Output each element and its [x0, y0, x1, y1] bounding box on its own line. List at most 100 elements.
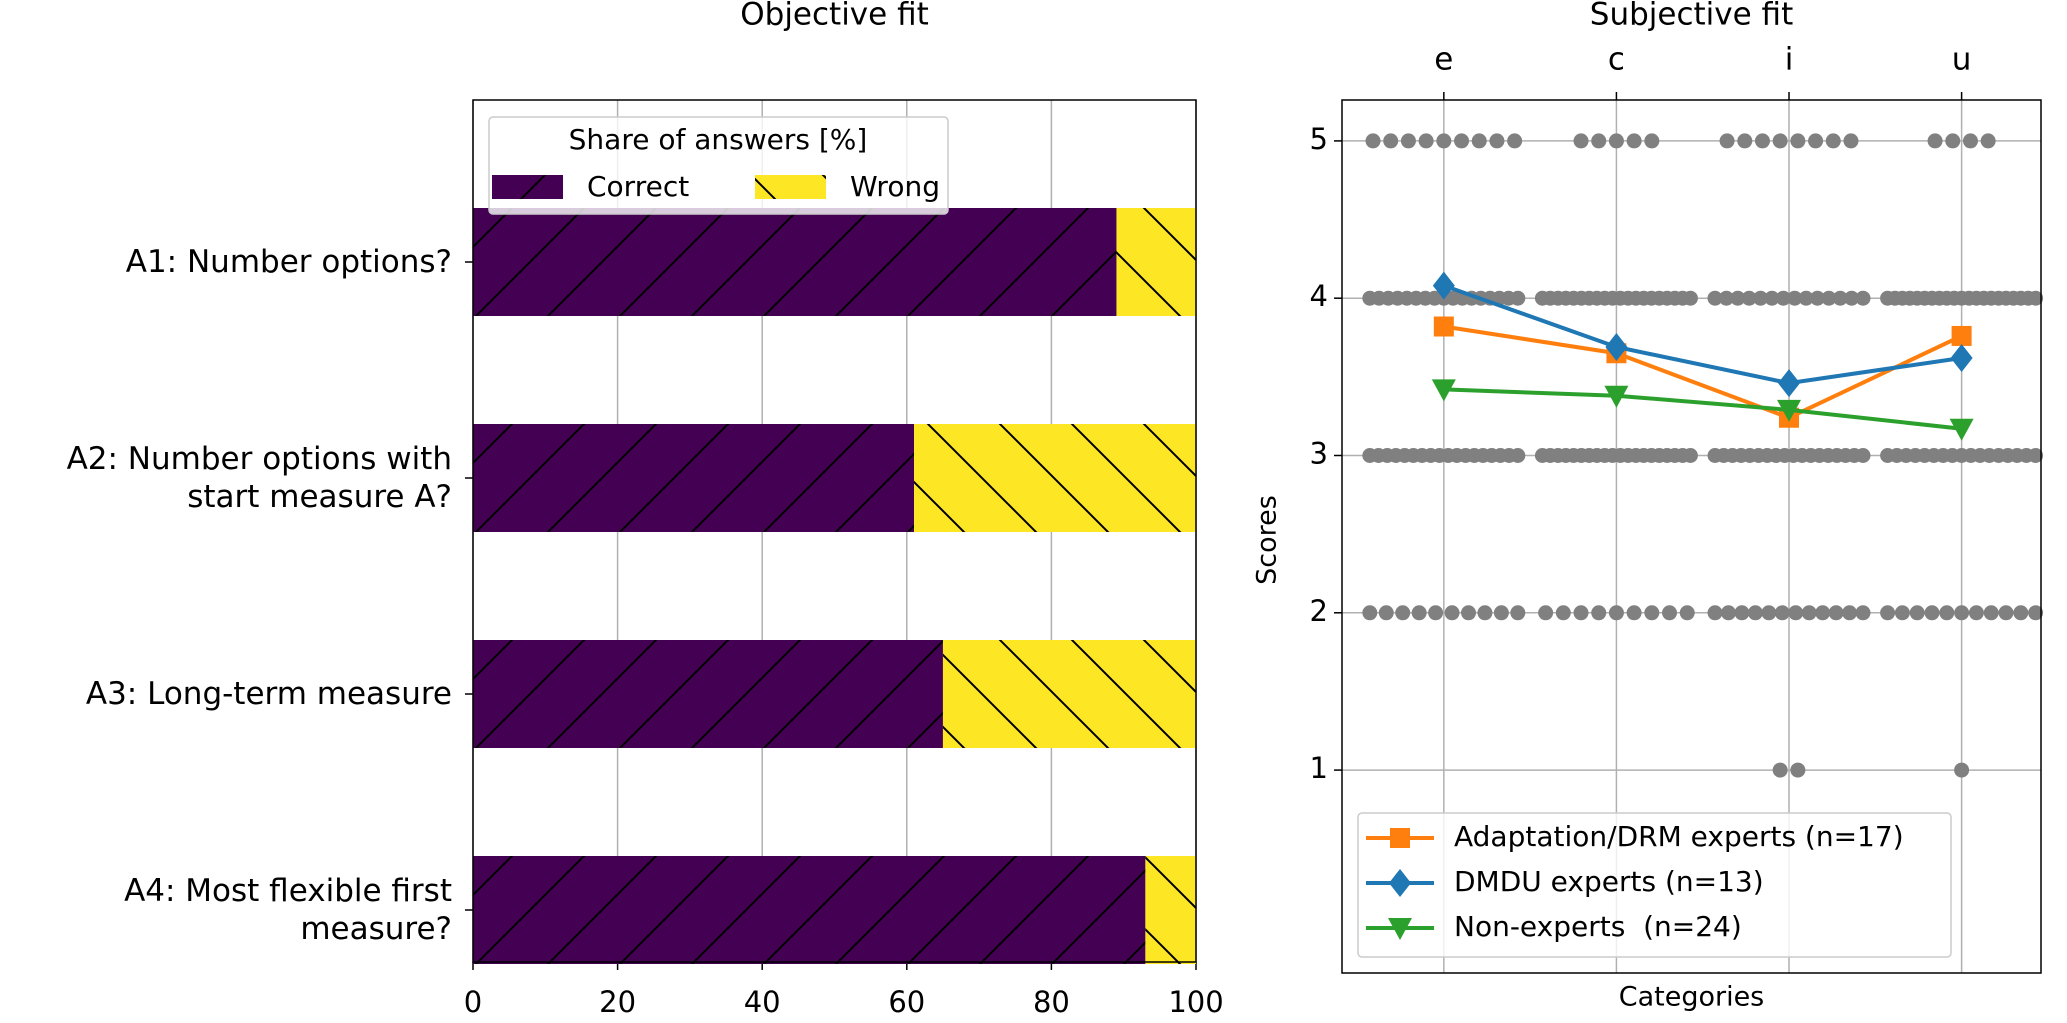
x-tick-label: 80 — [1033, 985, 1070, 1019]
score-dot — [1707, 605, 1723, 621]
score-dot — [1909, 605, 1925, 621]
score-dot — [1555, 605, 1571, 621]
score-dot — [1939, 605, 1955, 621]
score-dot — [1741, 290, 1757, 306]
score-dot — [1538, 605, 1554, 621]
score-dot — [1825, 133, 1841, 149]
y-tick-label: 5 — [1310, 122, 1328, 156]
score-dot — [1980, 133, 1996, 149]
score-dots — [1772, 762, 1806, 778]
bar — [473, 424, 915, 532]
y-tick-label: A2: Number options with start measure A? — [66, 441, 452, 515]
score-dot — [2028, 605, 2044, 621]
series-marker — [1777, 399, 1802, 422]
score-dot — [1719, 133, 1735, 149]
score-dot — [1998, 605, 2014, 621]
bar — [1145, 856, 1196, 964]
y-tick-label: 2 — [1310, 594, 1328, 628]
legend-label: Wrong — [850, 170, 940, 203]
score-dot — [1395, 605, 1411, 621]
y-tick-label: A4: Most flexible first measure? — [124, 873, 452, 947]
score-dot — [1855, 605, 1871, 621]
y-tick-label: A3: Long-term measure — [85, 676, 452, 712]
score-dot — [1644, 605, 1660, 621]
bar-hatch — [1145, 856, 1196, 964]
score-dot — [1774, 605, 1790, 621]
score-dots — [1880, 605, 2044, 621]
series-marker — [1951, 325, 1972, 346]
y-tick-label: 3 — [1310, 436, 1328, 470]
series-marker — [1604, 385, 1629, 408]
score-dot — [1828, 605, 1844, 621]
score-dot — [1764, 290, 1780, 306]
y-tick-label: 1 — [1310, 751, 1328, 785]
score-dot — [2028, 447, 2044, 463]
score-dot — [1927, 133, 1943, 149]
score-dot — [1832, 290, 1848, 306]
score-dot — [1894, 605, 1910, 621]
score-dot — [1436, 133, 1452, 149]
score-dot — [1954, 605, 1970, 621]
score-dot — [1510, 290, 1526, 306]
score-dot — [1644, 133, 1660, 149]
x-tick-label: i — [1785, 42, 1794, 78]
series-marker — [1778, 369, 1801, 398]
score-dots — [1365, 133, 1523, 149]
legend-swatch-hatch — [755, 175, 826, 199]
legend-title: Share of answers [%] — [569, 123, 868, 156]
score-dot — [1737, 133, 1753, 149]
score-dot — [1880, 605, 1896, 621]
bar-hatch — [1116, 208, 1196, 316]
x-tick-label: 40 — [744, 985, 781, 1019]
score-dot — [1626, 133, 1642, 149]
x-tick-label: 0 — [464, 985, 482, 1019]
series-marker — [1605, 332, 1628, 361]
y-tick-label: 4 — [1310, 279, 1328, 313]
bar-hatch — [473, 208, 1117, 316]
score-dot — [1855, 447, 1871, 463]
bar — [473, 856, 1146, 964]
score-dot — [1608, 605, 1624, 621]
bar — [942, 640, 1196, 748]
score-dot — [1753, 290, 1769, 306]
score-dots — [1534, 447, 1698, 463]
score-dot — [1747, 605, 1763, 621]
score-dot — [1954, 762, 1970, 778]
bar — [914, 424, 1196, 532]
bar-hatch — [914, 424, 1196, 532]
score-dots — [1954, 762, 1970, 778]
score-dot — [1418, 133, 1434, 149]
score-dots — [1719, 133, 1859, 149]
score-dot — [1821, 290, 1837, 306]
score-dot — [1510, 605, 1526, 621]
score-dot — [1720, 605, 1736, 621]
score-dot — [1591, 133, 1607, 149]
score-dot — [1761, 605, 1777, 621]
score-dot — [1772, 133, 1788, 149]
score-dot — [1460, 605, 1476, 621]
x-tick-label: 20 — [599, 985, 636, 1019]
score-dot — [1968, 605, 1984, 621]
bar — [1116, 208, 1196, 316]
score-dot — [1801, 605, 1817, 621]
score-dot — [1489, 133, 1505, 149]
score-dot — [1608, 133, 1624, 149]
score-dot — [1510, 447, 1526, 463]
legend-box — [488, 116, 949, 215]
score-dot — [1775, 290, 1791, 306]
score-dot — [1815, 605, 1831, 621]
legend-marker — [1388, 918, 1412, 940]
series-marker — [1950, 343, 1973, 372]
score-dot — [1787, 290, 1803, 306]
score-dot — [1983, 605, 1999, 621]
score-dot — [1855, 290, 1871, 306]
x-tick-label: u — [1952, 42, 1972, 78]
score-dot — [1507, 133, 1523, 149]
score-dot — [1842, 605, 1858, 621]
score-dots — [1362, 605, 1526, 621]
score-dot — [1362, 605, 1378, 621]
chart-title: Objective fit — [740, 0, 929, 33]
score-dots — [1927, 133, 1996, 149]
legend-label: Non-experts (n=24) — [1454, 910, 1742, 943]
score-dot — [1400, 133, 1416, 149]
